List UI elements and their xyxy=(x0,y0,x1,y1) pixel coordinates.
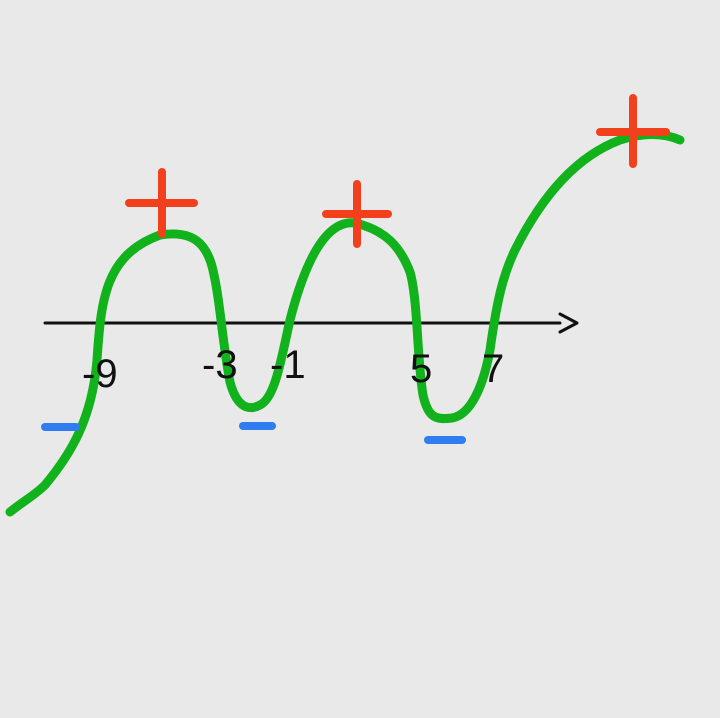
plus-sign xyxy=(125,168,198,238)
number-axis xyxy=(43,312,579,334)
root-label: -1 xyxy=(270,343,306,387)
sign-curve xyxy=(5,129,685,517)
root-labels: -9 -3 -1 5 7 xyxy=(82,343,504,396)
plus-sign xyxy=(596,94,670,168)
root-label: 7 xyxy=(482,347,504,391)
root-label: -9 xyxy=(82,352,118,396)
plus-sign xyxy=(322,180,392,248)
root-label: 5 xyxy=(410,347,432,391)
root-label: -3 xyxy=(202,343,238,387)
axis-arrow-icon xyxy=(558,312,579,334)
sign-marks xyxy=(41,94,670,444)
